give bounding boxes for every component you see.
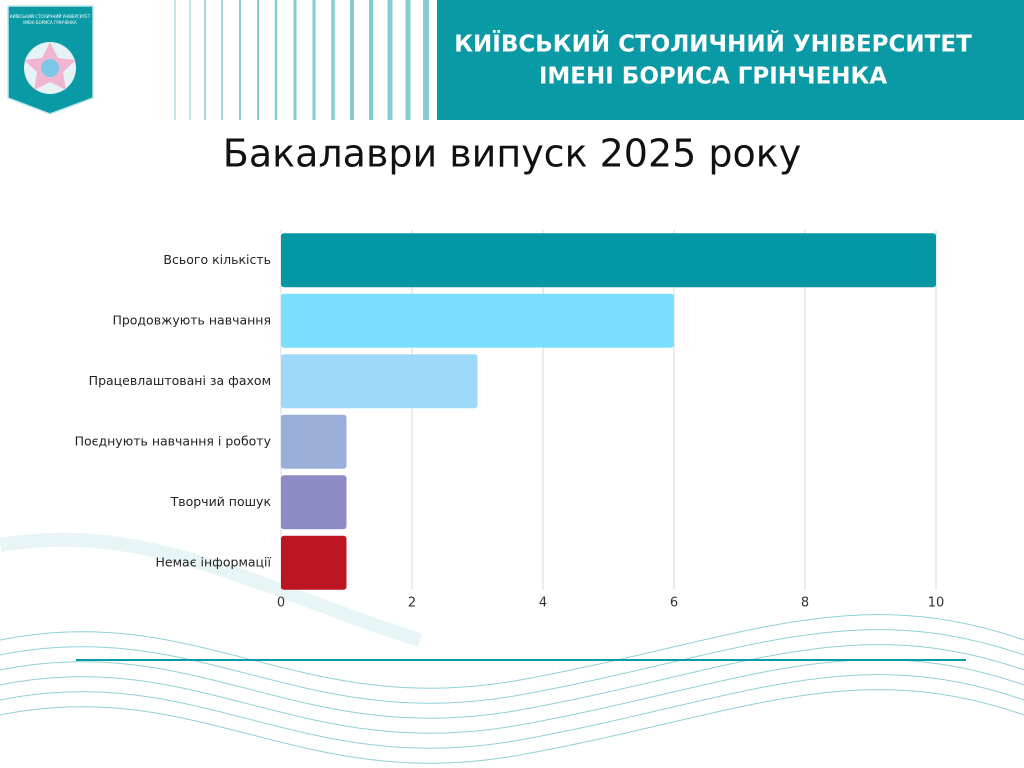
y-tick-label: Всього кількість [163, 252, 271, 267]
logo-text: ІМЕНІ БОРИСА ГРІНЧЕНКА [23, 20, 77, 25]
x-tick-label: 4 [539, 596, 547, 611]
decor-stripes [174, 0, 429, 120]
chart-title: Бакалаври випуск 2025 року [223, 132, 801, 176]
logo: КИЇВСЬКИЙ СТОЛИЧНИЙ УНІВЕРСИТЕТ ІМЕНІ БО… [7, 5, 94, 115]
bar [281, 535, 347, 590]
bar [281, 354, 478, 409]
x-tick-label: 2 [408, 596, 416, 611]
header-band [437, 0, 1024, 120]
x-tick-label: 10 [928, 596, 945, 611]
bar [281, 475, 347, 530]
university-name: ІМЕНІ БОРИСА ГРІНЧЕНКА [539, 64, 888, 90]
bar [281, 293, 674, 348]
y-tick-label: Поєднують навчання і роботу [75, 433, 272, 448]
bar [281, 414, 347, 469]
decor-waves [0, 532, 1024, 764]
x-tick-label: 8 [801, 596, 809, 611]
university-name: КИЇВСЬКИЙ СТОЛИЧНИЙ УНІВЕРСИТЕТ [454, 30, 972, 58]
y-tick-label: Немає інформації [156, 554, 272, 569]
y-tick-label: Творчий пошук [170, 494, 272, 509]
x-tick-label: 0 [277, 596, 285, 611]
y-tick-label: Продовжують навчання [112, 312, 271, 327]
bar [281, 233, 936, 288]
y-tick-label: Працевлаштовані за фахом [89, 373, 271, 388]
x-tick-label: 6 [670, 596, 678, 611]
logo-text: КИЇВСЬКИЙ СТОЛИЧНИЙ УНІВЕРСИТЕТ [10, 14, 91, 19]
